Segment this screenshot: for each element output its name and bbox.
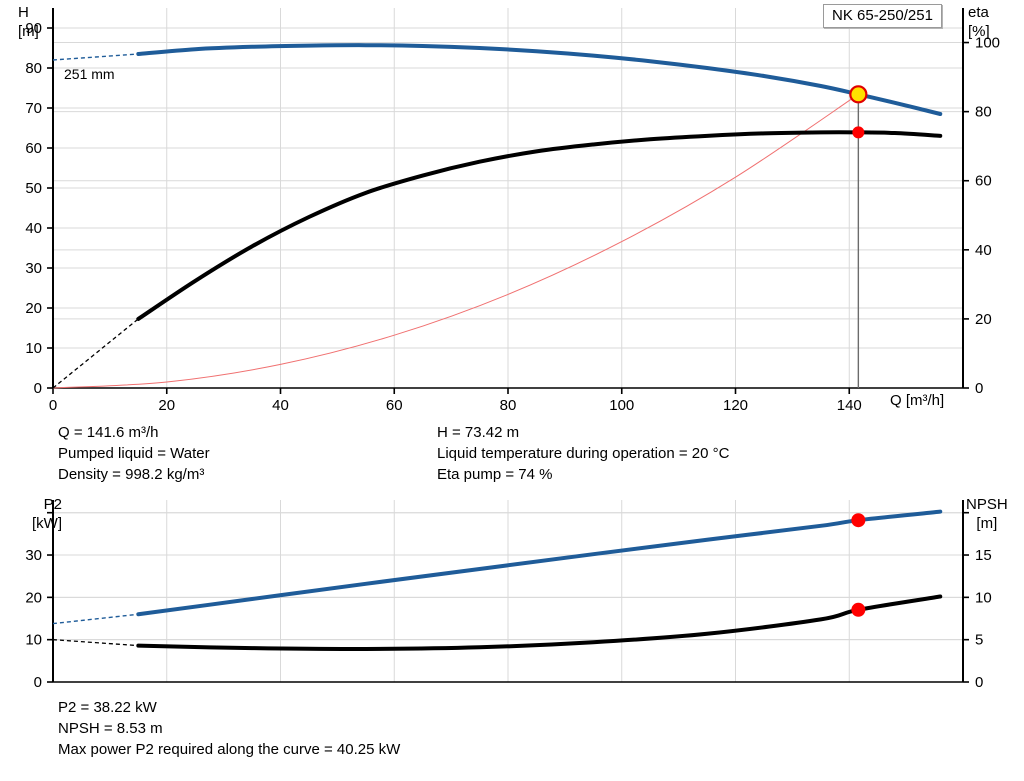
eta-curve: [136, 130, 943, 321]
npsh-curve: [136, 594, 943, 652]
flow-value: Q = 141.6 m³/h: [58, 424, 159, 441]
head-efficiency-chart: 0 10 20 30 40 50 60 70 80 90 0 20 40 60 80 100 0 20 40 60 80…: [18, 3, 1000, 414]
q-tick-label: 20: [158, 397, 175, 414]
power-duty-point-marker[interactable]: [851, 513, 866, 528]
q-tick-label: 140: [837, 397, 862, 414]
eta-tick-label: 60: [975, 173, 992, 190]
curves: [52, 43, 943, 389]
max-power-value: Max power P2 required along the curve = …: [58, 741, 401, 758]
h-tick-label: 10: [25, 340, 42, 357]
power-npsh-chart: 0 10 20 30 0 5 10 15 P2 [kW] NPSH [m]: [0, 492, 1024, 697]
h-tick-label: 0: [34, 380, 42, 397]
power-curve: [136, 509, 943, 617]
axis-lines: [52, 500, 964, 683]
npsh-curve-extrapolated: [52, 639, 139, 647]
pumped-liquid-value: Pumped liquid = Water: [58, 445, 210, 462]
eta-tick-label: 40: [975, 242, 992, 259]
impeller-diameter-label: 251 mm: [64, 66, 115, 82]
pump-model-box: NK 65-250/251: [823, 4, 942, 28]
h-tick-label: 20: [25, 300, 42, 317]
duty-point-markers[interactable]: [849, 85, 868, 388]
h-axis-unit-text: [m]: [18, 23, 39, 40]
system-curve: [52, 93, 859, 389]
npsh-value: NPSH = 8.53 m: [58, 720, 163, 737]
axis-ticks: [47, 27, 969, 394]
eta-axis-unit-text: [%]: [968, 23, 990, 40]
h-tick-label: 50: [25, 180, 42, 197]
grid-lines: [52, 500, 963, 683]
h-tick-label: 70: [25, 100, 42, 117]
power-npsh-plot: 0 10 20 30 0 5 10 15: [25, 500, 992, 691]
head-duty-point-marker[interactable]: [849, 85, 868, 104]
axis-text: 0 10 20 30 0 5 10 15: [25, 547, 991, 691]
p2-tick-label: 20: [25, 589, 42, 606]
head-value: H = 73.42 m: [437, 424, 520, 441]
h-tick-label: 40: [25, 220, 42, 237]
pump-model-label: NK 65-250/251: [832, 7, 933, 24]
q-tick-label: 80: [500, 397, 517, 414]
liquid-temperature-value: Liquid temperature during operation = 20…: [437, 445, 730, 462]
eta-curve-extrapolated: [52, 318, 139, 389]
p2-tick-label: 30: [25, 547, 42, 564]
npsh-axis-unit-text: [m]: [976, 515, 998, 532]
p2-axis-unit-text: [kW]: [32, 515, 62, 532]
axis-ticks: [47, 511, 969, 683]
h-axis-title: H [m]: [18, 3, 39, 41]
power-data-block: P2 = 38.22 kW NPSH = 8.53 m Max power P2…: [58, 697, 400, 760]
q-tick-label: 100: [609, 397, 634, 414]
p2-tick-label: 0: [34, 674, 42, 691]
npsh-tick-label: 5: [975, 632, 983, 649]
head-curve-extrapolated: [52, 53, 139, 61]
h-tick-label: 80: [25, 60, 42, 77]
h-axis-title-text: H: [18, 4, 29, 21]
q-tick-label: 120: [723, 397, 748, 414]
eta-tick-label: 80: [975, 104, 992, 121]
npsh-axis-title-text: NPSH: [966, 496, 1008, 513]
operating-data-left: Q = 141.6 m³/h Pumped liquid = Water Den…: [58, 422, 210, 485]
eta-axis-title: eta [%]: [968, 3, 990, 41]
q-tick-label: 60: [386, 397, 403, 414]
h-tick-label: 30: [25, 260, 42, 277]
p2-tick-label: 10: [25, 632, 42, 649]
head-efficiency-plot: 0 10 20 30 40 50 60 70 80 90 0 20 40 60 80 100 0 20 40 60 80…: [25, 8, 1000, 414]
eta-tick-label: 0: [975, 380, 983, 397]
p2-value: P2 = 38.22 kW: [58, 699, 157, 716]
curves: [52, 509, 943, 652]
p2-axis-title: P2 [kW]: [6, 495, 62, 533]
h-tick-label: 60: [25, 140, 42, 157]
head-curve: [136, 43, 943, 116]
npsh-tick-label: 10: [975, 589, 992, 606]
h-tick-label: 90: [25, 20, 42, 37]
npsh-tick-label: 15: [975, 547, 992, 564]
q-axis-title: Q [m³/h]: [890, 392, 945, 409]
eta-duty-point-marker[interactable]: [852, 126, 865, 139]
p2-axis-title-text: P2: [43, 496, 62, 513]
eta-axis-title-text: eta: [968, 4, 989, 21]
duty-point-markers[interactable]: [851, 513, 866, 617]
npsh-axis-title: NPSH [m]: [966, 495, 1008, 533]
grid-lines: [52, 8, 963, 389]
eta-pump-value: Eta pump = 74 %: [437, 466, 553, 483]
eta-tick-label: 100: [975, 35, 1000, 52]
q-tick-label: 40: [272, 397, 289, 414]
npsh-duty-point-marker[interactable]: [851, 602, 866, 617]
eta-tick-label: 20: [975, 311, 992, 328]
npsh-tick-label: 0: [975, 674, 983, 691]
operating-data-right: H = 73.42 m Liquid temperature during op…: [437, 422, 729, 485]
q-tick-label: 0: [49, 397, 57, 414]
density-value: Density = 998.2 kg/m³: [58, 466, 205, 483]
power-curve-extrapolated: [52, 613, 139, 625]
axis-text: 0 10 20 30 40 50 60 70 80 90 0 20 40 60 80 100 0 20 40 60 80…: [25, 20, 1000, 414]
